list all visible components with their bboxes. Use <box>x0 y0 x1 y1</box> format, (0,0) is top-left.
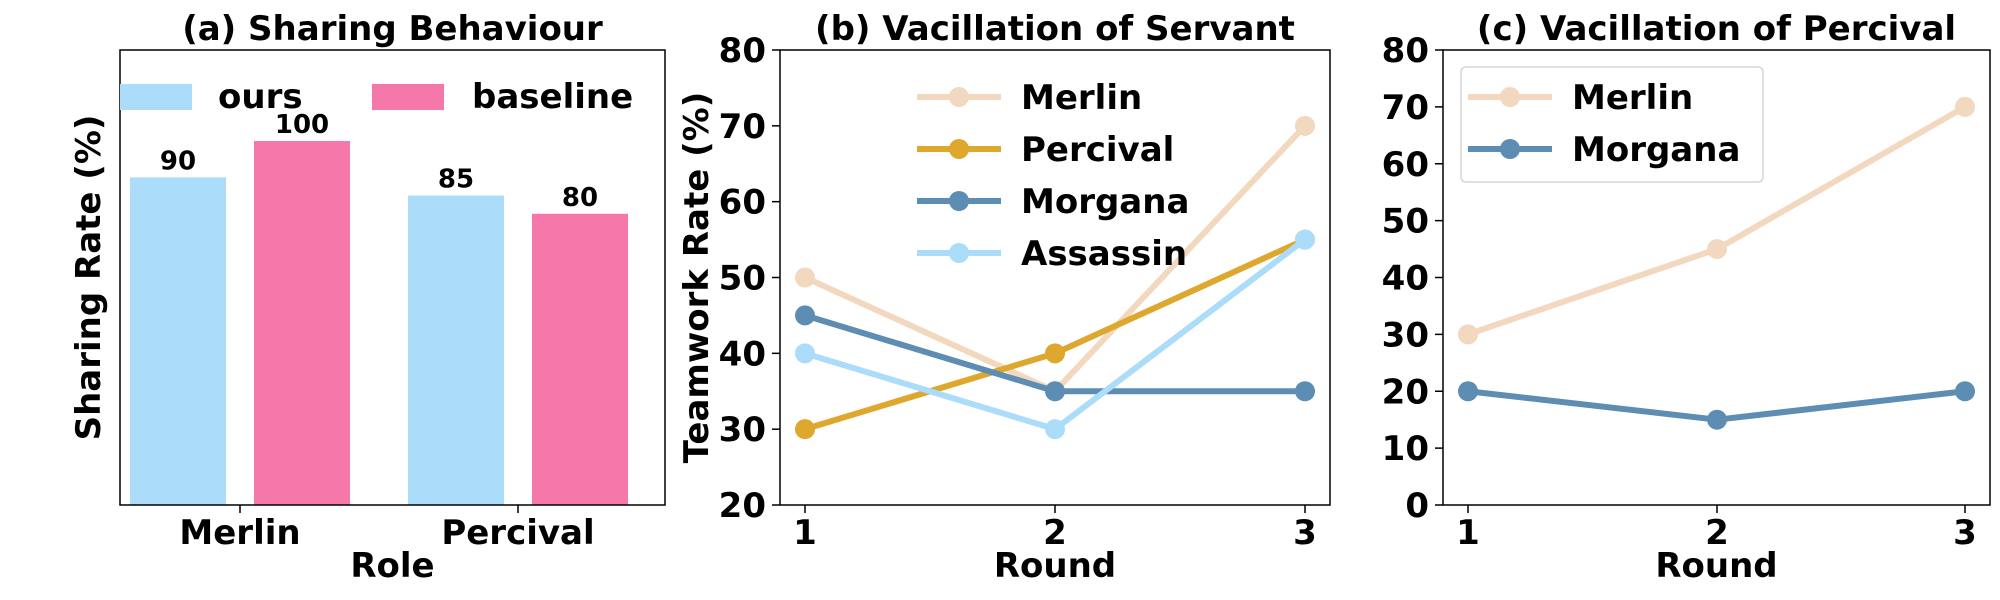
x-tick-label: 3 <box>1293 513 1317 553</box>
chart-title: (c) Vacillation of Percival <box>1477 9 1956 49</box>
y-tick-label: 20 <box>719 486 766 526</box>
data-point-merlin-round-3 <box>1295 115 1315 136</box>
legend-label-morgana: Morgana <box>1021 182 1189 222</box>
data-point-merlin-round-1 <box>795 267 815 288</box>
data-point-merlin-round-3 <box>1955 96 1975 117</box>
x-axis-label: Round <box>994 546 1116 586</box>
x-tick-label: Percival <box>441 513 594 553</box>
data-point-merlin-round-1 <box>1458 324 1478 345</box>
y-tick-label: 0 <box>1405 486 1429 526</box>
legend-swatch-baseline <box>372 84 444 110</box>
y-axis-label: Teamwork Rate (%) <box>677 92 717 464</box>
y-tick-label: 60 <box>719 183 766 223</box>
y-tick-label: 50 <box>719 259 766 299</box>
data-label: 90 <box>160 146 196 176</box>
data-point-morgana-round-3 <box>1955 381 1975 402</box>
data-point-assassin-round-3 <box>1295 229 1315 250</box>
x-tick-label: 2 <box>1043 513 1067 553</box>
data-point-percival-round-1 <box>795 419 815 440</box>
legend-marker-percival <box>949 139 969 159</box>
data-label: 80 <box>562 183 598 213</box>
y-tick-label: 70 <box>1382 88 1429 128</box>
chart-title: (b) Vacillation of Servant <box>815 9 1295 49</box>
y-tick-label: 70 <box>719 107 766 147</box>
legend-marker-merlin <box>1500 87 1520 107</box>
x-tick-label: Merlin <box>179 513 300 553</box>
x-tick-label: 2 <box>1705 513 1729 553</box>
legend-marker-morgana <box>949 191 969 211</box>
y-tick-label: 30 <box>719 410 766 450</box>
x-axis-label: Role <box>350 546 434 586</box>
y-axis-label: Sharing Rate (%) <box>69 115 109 441</box>
data-label: 85 <box>438 165 474 195</box>
y-tick-label: 40 <box>1382 259 1429 299</box>
y-tick-label: 20 <box>1382 372 1429 412</box>
chart-title: (a) Sharing Behaviour <box>182 9 603 49</box>
data-point-assassin-round-1 <box>795 343 815 364</box>
data-point-morgana-round-2 <box>1045 381 1065 402</box>
x-tick-label: 1 <box>1456 513 1480 553</box>
bar-ours-merlin <box>130 177 226 505</box>
bar-baseline-merlin <box>254 141 350 505</box>
data-point-morgana-round-3 <box>1295 381 1315 402</box>
bar-ours-percival <box>408 195 504 505</box>
y-tick-label: 60 <box>1382 145 1429 185</box>
plot-area-a <box>119 49 666 506</box>
legend-label-baseline: baseline <box>472 77 633 117</box>
legend-marker-merlin <box>949 87 969 107</box>
legend-marker-morgana <box>1500 139 1520 159</box>
data-point-assassin-round-2 <box>1045 419 1065 440</box>
y-tick-label: 40 <box>719 334 766 374</box>
legend-label-morgana: Morgana <box>1572 130 1740 170</box>
legend-label-ours: ours <box>218 77 303 117</box>
legend-label-merlin: Merlin <box>1572 78 1693 118</box>
legend-label-assassin: Assassin <box>1021 234 1187 274</box>
bar-baseline-percival <box>532 213 628 506</box>
y-tick-label: 80 <box>719 31 766 71</box>
y-tick-label: 50 <box>1382 202 1429 242</box>
legend-label-percival: Percival <box>1021 130 1174 170</box>
legend-marker-assassin <box>949 243 969 263</box>
data-point-morgana-round-1 <box>1458 381 1478 402</box>
data-point-percival-round-2 <box>1045 343 1065 364</box>
data-point-morgana-round-2 <box>1707 409 1727 430</box>
legend-swatch-ours <box>120 84 192 110</box>
y-tick-label: 80 <box>1382 31 1429 71</box>
legend-label-merlin: Merlin <box>1021 78 1142 118</box>
x-axis-label: Round <box>1655 546 1777 586</box>
y-tick-label: 30 <box>1382 315 1429 355</box>
data-point-morgana-round-1 <box>795 305 815 326</box>
data-point-merlin-round-2 <box>1707 239 1727 260</box>
x-tick-label: 1 <box>793 513 817 553</box>
data-label: 100 <box>275 110 329 140</box>
y-tick-label: 10 <box>1382 429 1429 469</box>
x-tick-label: 3 <box>1953 513 1977 553</box>
